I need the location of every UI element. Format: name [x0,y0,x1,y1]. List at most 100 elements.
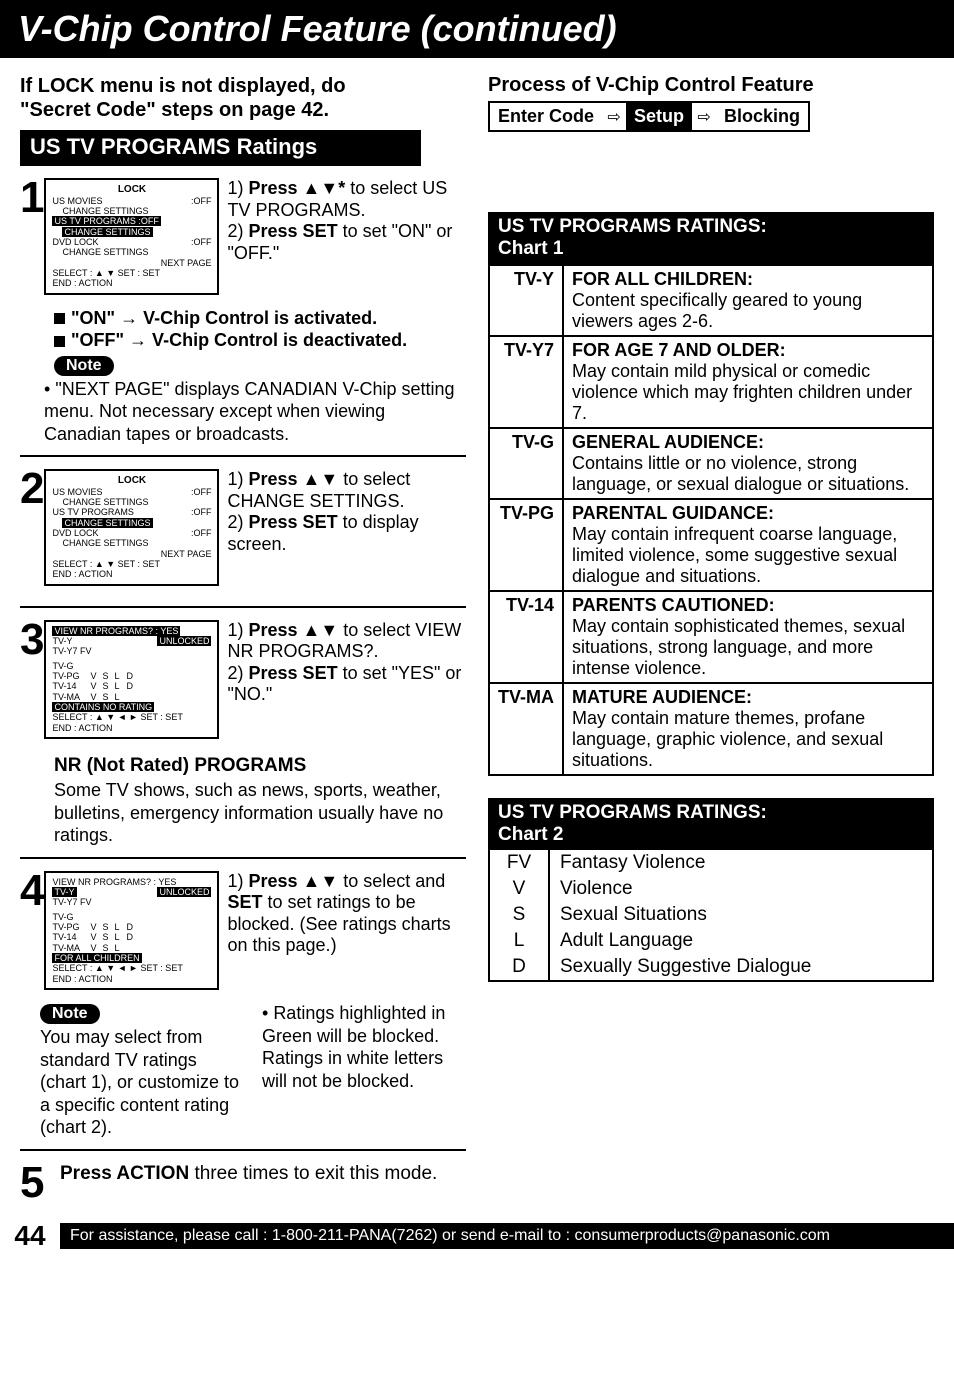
instr-num: 2) [227,512,243,532]
osd-cell: D [126,922,138,932]
osd-footer: END : ACTION [52,723,211,733]
chart-1-header: US TV PROGRAMS RATINGS: Chart 1 [488,212,934,264]
osd-row: CHANGE SETTINGS [52,497,211,507]
on-text: "ON" → V-Chip Control is activated. [71,308,377,328]
process-title: Process of V-Chip Control Feature [488,74,934,97]
osd-val: :OFF [191,507,212,517]
instr-num: 1) [227,178,243,198]
note-text: You may select from standard TV ratings … [40,1026,244,1139]
osd-row-highlighted: FOR ALL CHILDREN [52,953,141,963]
step-3-number: 3 [20,620,44,660]
page-footer: 44 For assistance, please call : 1-800-2… [0,1220,954,1252]
arrow-icon: ⇨ [602,107,626,127]
osd-cell: S [102,943,114,953]
osd-footer: SELECT : ▲ ▼ SET : SET [52,268,211,278]
section-bar: US TV PROGRAMS Ratings [20,130,421,166]
rating-desc: FOR AGE 7 AND OLDER:May contain mild phy… [563,336,933,428]
divider [20,857,466,859]
instr-bold: Press SET [249,221,338,241]
osd-row: TV-Y7 FV [52,897,211,907]
osd-cell: S [102,681,114,691]
instr-num: 1) [227,620,243,640]
osd-cell: S [102,922,114,932]
osd-cell: TV-PG [52,671,90,681]
instr-num: 2) [227,663,243,683]
step-2: 2 LOCK US MOVIES:OFF CHANGE SETTINGS US … [20,469,466,596]
osd-cell: TV-G [52,661,90,671]
osd-cell: L [114,922,126,932]
instr-num: 1) [227,871,243,891]
content-code: S [489,902,549,928]
osd-footer: END : ACTION [52,974,211,984]
intro-line2: "Secret Code" steps on page 42. [20,99,329,121]
osd-footer: END : ACTION [52,278,211,288]
arrow-icon: ⇨ [692,107,716,127]
osd-row: CHANGE SETTINGS [52,247,211,257]
osd-cell: TV-14 [52,681,90,691]
rating-desc: PARENTAL GUIDANCE:May contain infrequent… [563,499,933,591]
osd-cell: TV-MA [52,692,90,702]
osd-title: LOCK [52,475,211,487]
footer-bar: For assistance, please call : 1-800-211-… [60,1223,954,1249]
content-code: FV [489,850,549,876]
rating-code: TV-14 [489,591,563,683]
rating-code: TV-Y [489,265,563,336]
chart-1-table: TV-Y FOR ALL CHILDREN:Content specifical… [488,264,934,776]
osd-cell: L [114,692,126,702]
instr-bold: Press ▲▼ [249,871,339,891]
step-4-instructions: 1) Press ▲▼ to select and SET to set rat… [227,871,466,957]
osd-cell: V [90,681,102,691]
osd-cell: L [114,671,126,681]
osd-cell: D [126,671,138,681]
nr-title: NR (Not Rated) PROGRAMS [54,755,466,777]
divider [20,606,466,608]
osd-cell: V [90,922,102,932]
left-column: If LOCK menu is not displayed, do "Secre… [20,74,466,1204]
step-3-instructions: 1) Press ▲▼ to select VIEW NR PROGRAMS?.… [227,620,466,706]
osd-row-highlighted: TV-Y [52,887,76,897]
note-pill: Note [54,356,114,376]
content-desc: Fantasy Violence [549,850,933,876]
process-step-2: Setup [626,103,692,130]
osd-cell: S [102,932,114,942]
instr-bold: Press SET [249,663,338,683]
divider [20,455,466,457]
osd-cell: V [90,671,102,681]
content-code: D [489,954,549,981]
osd-cell: TV-14 [52,932,90,942]
rating-desc: GENERAL AUDIENCE:Contains little or no v… [563,428,933,499]
osd-cell: L [114,681,126,691]
step-5-number: 5 [20,1163,52,1203]
chart-2-table: FV Fantasy ViolenceV ViolenceS Sexual Si… [488,850,934,982]
osd-row-highlighted: CHANGE SETTINGS [62,227,152,237]
rating-code: TV-Y7 [489,336,563,428]
osd-cell: TV-MA [52,943,90,953]
instr-text: three times to exit this mode. [189,1163,437,1184]
content-desc: Sexual Situations [549,902,933,928]
rating-desc: PARENTS CAUTIONED:May contain sophistica… [563,591,933,683]
osd-row: TV-Y7 FV [52,646,211,656]
osd-cell: TV-G [52,912,90,922]
instr-bold: SET [227,892,262,912]
osd-footer: SELECT : ▲ ▼ SET : SET [52,559,211,569]
osd-val: UNLOCKED [157,887,211,897]
osd-val: :OFF [191,237,212,247]
osd-row: DVD LOCK [52,237,98,247]
content-desc: Sexually Suggestive Dialogue [549,954,933,981]
osd-row-highlighted: US TV PROGRAMS :OFF [52,216,160,226]
step-5: 5 Press ACTION three times to exit this … [20,1163,466,1205]
osd-cell: L [114,943,126,953]
rating-code: TV-G [489,428,563,499]
osd-cell: D [126,932,138,942]
osd-row: VIEW NR PROGRAMS? : YES [52,877,211,887]
osd-footer: SELECT : ▲ ▼ ◄ ► SET : SET [52,963,211,973]
rating-desc: MATURE AUDIENCE:May contain mature theme… [563,683,933,775]
divider [20,1149,466,1151]
osd-row: US MOVIES [52,196,102,206]
step-1-instructions: 1) Press ▲▼* to select US TV PROGRAMS. 2… [227,178,466,264]
rating-code: TV-MA [489,683,563,775]
osd-row: CHANGE SETTINGS [52,538,211,548]
osd-val: UNLOCKED [157,636,211,646]
step-1-osd: LOCK US MOVIES:OFF CHANGE SETTINGS US TV… [44,178,219,295]
intro-line1: If LOCK menu is not displayed, do [20,75,346,97]
